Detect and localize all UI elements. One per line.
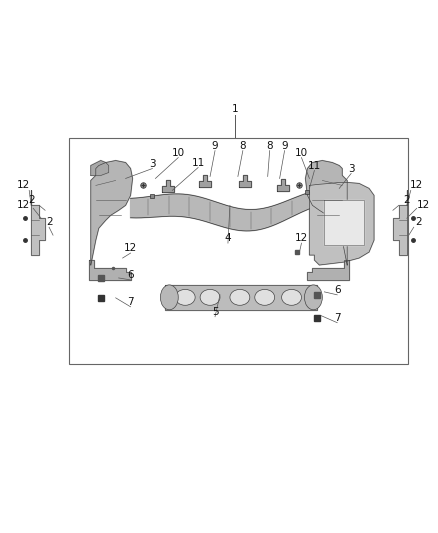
Text: 8: 8: [266, 141, 273, 151]
Text: 2: 2: [403, 196, 410, 205]
Text: 6: 6: [127, 270, 134, 280]
Ellipse shape: [255, 289, 275, 305]
Text: 8: 8: [240, 141, 246, 151]
Polygon shape: [324, 200, 364, 245]
Polygon shape: [239, 175, 251, 188]
Text: 12: 12: [17, 181, 30, 190]
Polygon shape: [199, 175, 211, 188]
Polygon shape: [91, 160, 109, 175]
Text: 3: 3: [348, 164, 354, 174]
Polygon shape: [165, 285, 318, 310]
Text: 9: 9: [212, 141, 218, 151]
Polygon shape: [277, 180, 289, 191]
Text: 10: 10: [295, 148, 308, 158]
Text: 4: 4: [225, 233, 231, 243]
Text: 12: 12: [295, 233, 308, 243]
Polygon shape: [162, 181, 174, 192]
Polygon shape: [309, 182, 374, 265]
Text: 12: 12: [124, 243, 137, 253]
Text: 9: 9: [281, 141, 288, 151]
Polygon shape: [91, 160, 133, 265]
Text: 11: 11: [308, 160, 321, 171]
Ellipse shape: [304, 285, 322, 310]
Text: 2: 2: [28, 196, 35, 205]
Text: 6: 6: [334, 285, 341, 295]
Polygon shape: [393, 190, 407, 255]
Ellipse shape: [175, 289, 195, 305]
Text: 7: 7: [334, 313, 341, 323]
Polygon shape: [305, 160, 347, 265]
Ellipse shape: [282, 289, 301, 305]
Polygon shape: [131, 192, 309, 231]
Text: 12: 12: [417, 200, 430, 211]
Polygon shape: [31, 190, 45, 255]
Text: 12: 12: [17, 200, 30, 211]
Text: 10: 10: [172, 148, 185, 158]
Text: 12: 12: [410, 181, 424, 190]
Polygon shape: [307, 260, 349, 280]
Ellipse shape: [230, 289, 250, 305]
Text: 2: 2: [46, 217, 53, 227]
Text: 11: 11: [191, 158, 205, 167]
Text: 2: 2: [415, 217, 422, 227]
Ellipse shape: [200, 289, 220, 305]
Ellipse shape: [160, 285, 178, 310]
Text: 1: 1: [232, 104, 238, 114]
Text: 3: 3: [149, 158, 156, 168]
Bar: [69, 138, 408, 365]
Polygon shape: [89, 260, 131, 280]
Text: 5: 5: [212, 307, 218, 317]
Text: 7: 7: [127, 297, 134, 307]
